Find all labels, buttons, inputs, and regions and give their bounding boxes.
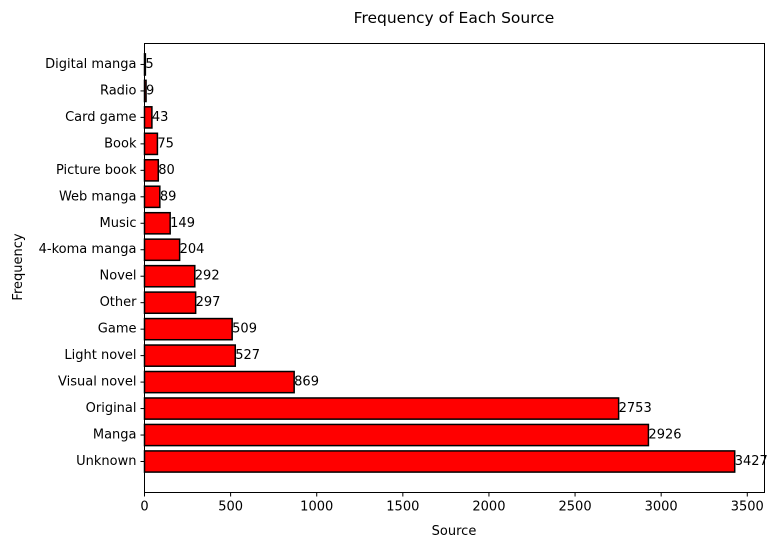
data-label-other: 297 <box>196 295 221 310</box>
data-label-novel: 292 <box>195 269 220 284</box>
data-label-visual-novel: 869 <box>294 375 319 390</box>
x-tick-label-1500: 1500 <box>386 500 419 515</box>
data-label-web-manga: 89 <box>160 189 177 204</box>
y-tick-label-book: Book <box>104 136 137 151</box>
y-tick-label-other: Other <box>100 295 138 310</box>
data-label-music: 149 <box>170 216 195 231</box>
data-label-radio: 9 <box>146 83 154 98</box>
bar-original <box>143 397 620 420</box>
plot-frame <box>144 43 765 493</box>
x-tick-label-1000: 1000 <box>300 500 333 515</box>
bar-game <box>143 317 233 341</box>
y-tick-label-4-koma-manga: 4-koma manga <box>39 242 137 257</box>
y-tick-label-visual-novel: Visual novel <box>58 375 136 390</box>
bar-visual-novel <box>143 370 295 394</box>
bar-picture-book <box>143 158 160 182</box>
data-label-card-game: 43 <box>152 110 169 125</box>
y-tick-label-card-game: Card game <box>65 110 136 125</box>
y-axis-ticks: Unknown Manga Original Visual novel Light no… <box>39 57 145 469</box>
bar-web-manga <box>143 185 161 209</box>
data-label-original: 2753 <box>619 401 652 416</box>
bar-novel <box>143 264 196 288</box>
data-label-4-koma-manga: 204 <box>180 242 205 257</box>
y-tick-label-unknown: Unknown <box>76 454 136 469</box>
y-tick-label-game: Game <box>98 322 137 337</box>
data-label-unknown: 3427 <box>735 454 768 469</box>
data-label-picture-book: 80 <box>158 163 175 178</box>
y-tick-label-radio: Radio <box>100 83 137 98</box>
data-label-light-novel: 527 <box>235 348 260 363</box>
y-axis-title: Frequency <box>11 233 26 300</box>
y-tick-label-picture-book: Picture book <box>56 163 137 178</box>
x-tick-label-2500: 2500 <box>559 500 592 515</box>
x-axis-ticks: 0 500 1000 1500 2000 2500 3000 3500 <box>140 492 764 515</box>
x-tick-label-500: 500 <box>218 500 243 515</box>
y-tick-label-digital-manga: Digital manga <box>45 57 136 72</box>
chart-title: Frequency of Each Source <box>354 9 555 27</box>
bar-light-novel <box>143 344 237 367</box>
x-tick-label-2000: 2000 <box>472 500 505 515</box>
y-tick-label-original: Original <box>86 401 137 416</box>
y-tick-label-music: Music <box>100 216 137 231</box>
bar-music <box>143 211 171 235</box>
x-axis-title: Source <box>432 524 477 539</box>
x-tick-label-0: 0 <box>140 500 148 515</box>
y-tick-label-manga: Manga <box>93 428 137 443</box>
bar-unknown <box>143 450 736 473</box>
bar-manga <box>143 423 650 447</box>
bar-4-koma-manga <box>143 238 181 262</box>
data-label-manga: 2926 <box>648 428 681 443</box>
x-tick-label-3000: 3000 <box>645 500 678 515</box>
data-label-book: 75 <box>157 136 174 151</box>
bar-card-game <box>143 106 153 129</box>
x-tick-label-3500: 3500 <box>731 500 764 515</box>
y-tick-label-light-novel: Light novel <box>64 348 136 363</box>
data-labels-layer: 3427 2926 2753 869 527 509 297 292 204 149 89 80 75 4… <box>145 57 767 469</box>
data-label-game: 509 <box>232 322 257 337</box>
data-label-digital-manga: 5 <box>145 57 153 72</box>
y-tick-label-novel: Novel <box>100 269 137 284</box>
bar-book <box>143 132 159 156</box>
y-tick-label-web-manga: Web manga <box>59 189 137 204</box>
bar-other <box>143 291 197 315</box>
